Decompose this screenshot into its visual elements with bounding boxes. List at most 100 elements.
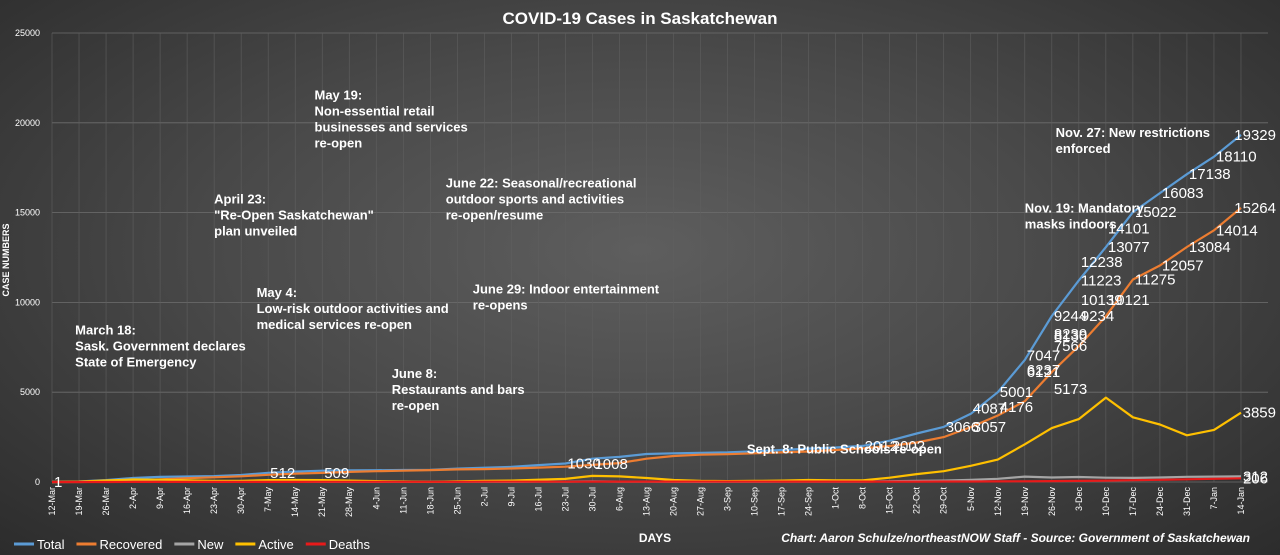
- data-label: 4087: [973, 401, 1006, 418]
- data-label: 15022: [1135, 204, 1177, 221]
- data-label: 5001: [1000, 384, 1033, 401]
- data-label: 11275: [1135, 272, 1176, 289]
- gridlines: [51, 32, 1268, 483]
- x-tick-label: 18-Jun: [425, 487, 435, 515]
- annotation-line: Nov. 19: Mandatory: [1025, 201, 1145, 216]
- data-label: 12238: [1081, 254, 1123, 271]
- x-tick-label: 17-Sep: [777, 487, 787, 516]
- data-label: 4176: [1000, 399, 1033, 416]
- y-tick-label: 20000: [15, 118, 40, 128]
- data-label: 13084: [1189, 239, 1231, 256]
- data-label: 15264: [1234, 200, 1276, 217]
- x-tick-label: 14-Jan: [1236, 487, 1246, 515]
- data-label: 2012: [865, 438, 898, 455]
- x-tick-label: 27-Aug: [696, 487, 706, 516]
- data-label: 8239: [1054, 326, 1087, 343]
- annotation-line: June 29: Indoor entertainment: [473, 281, 660, 296]
- series-line-total: [51, 134, 1242, 484]
- data-label: 7566: [1054, 338, 1087, 355]
- data-label: 206: [1243, 470, 1268, 487]
- x-tick-label: 30-Apr: [236, 487, 246, 514]
- x-tick-label: 7-May: [263, 487, 273, 513]
- annotation-line: re-open: [392, 398, 440, 413]
- event-annotation: April 23:"Re-Open Saskatchewan"plan unve…: [214, 192, 374, 239]
- data-label: 8130: [1054, 328, 1087, 345]
- annotation-line: outdoor sports and activities: [446, 191, 624, 206]
- data-label: 14101: [1108, 221, 1150, 238]
- data-label: 3859: [1243, 405, 1276, 422]
- x-tick-label: 19-Mar: [74, 487, 84, 516]
- data-label: 16083: [1162, 185, 1204, 202]
- x-tick-label: 25-Jun: [452, 487, 462, 515]
- annotation-line: "Re-Open Saskatchewan": [214, 208, 374, 223]
- annotation-line: Low-risk outdoor activities and: [257, 301, 449, 316]
- data-label: 1008: [594, 456, 627, 473]
- chart-credit: Chart: Aaron Schulze/northeastNOW Staff …: [781, 531, 1250, 545]
- x-tick-label: 6-Aug: [614, 487, 624, 511]
- y-axis-ticks: 0 5000 10000 15000 20000 25000: [15, 28, 40, 487]
- x-tick-label: 21-May: [317, 487, 327, 518]
- data-label: 512: [270, 465, 295, 482]
- data-label: 7047: [1027, 347, 1060, 364]
- legend: Total Recovered New Active Deaths: [14, 537, 370, 552]
- event-annotations: March 18:Sask. Government declaresState …: [75, 87, 1210, 456]
- x-tick-label: 3-Sep: [723, 487, 733, 511]
- x-tick-label: 29-Oct: [939, 487, 949, 515]
- annotation-line: Sask. Government declares: [75, 339, 246, 354]
- chart-title: COVID-19 Cases in Saskatchewan: [503, 9, 778, 28]
- annotation-line: Sept. 8: Public Schools re-open: [747, 441, 942, 456]
- series-line-deaths: [52, 477, 1242, 484]
- event-annotation: March 18:Sask. Government declaresState …: [75, 323, 246, 370]
- x-tick-label: 2-Jul: [479, 487, 489, 507]
- annotation-line: May 19:: [315, 87, 363, 102]
- data-label: 3057: [973, 419, 1006, 436]
- x-tick-label: 22-Oct: [912, 487, 922, 515]
- x-tick-label: 10-Dec: [1101, 487, 1111, 517]
- legend-entry: Recovered: [99, 537, 162, 552]
- event-annotation: Sept. 8: Public Schools re-open: [747, 441, 942, 456]
- x-tick-label: 9-Jul: [506, 487, 516, 507]
- x-tick-label: 12-Nov: [993, 487, 1003, 517]
- x-tick-label: 23-Jul: [560, 487, 570, 512]
- legend-entry: Active: [258, 537, 293, 552]
- x-tick-label: 19-Nov: [1020, 487, 1030, 517]
- x-tick-label: 20-Aug: [669, 487, 679, 516]
- annotation-line: March 18:: [75, 323, 136, 338]
- annotation-line: enforced: [1056, 141, 1111, 156]
- data-label: 12057: [1162, 257, 1204, 274]
- data-label: 11223: [1081, 272, 1122, 289]
- legend-entry: Deaths: [329, 537, 371, 552]
- data-label: 6121: [1027, 364, 1060, 381]
- y-axis-label: CASE NUMBERS: [1, 223, 11, 296]
- x-tick-label: 5-Nov: [966, 487, 976, 512]
- data-label: 2002: [892, 438, 925, 455]
- x-tick-label: 3-Dec: [1074, 487, 1084, 512]
- data-label: 1030: [567, 456, 600, 473]
- data-label: 13077: [1108, 239, 1150, 256]
- annotation-line: State of Emergency: [75, 355, 197, 370]
- data-label: 1: [54, 474, 62, 491]
- x-tick-label: 8-Oct: [858, 487, 868, 510]
- x-tick-label: 26-Mar: [101, 487, 111, 516]
- x-tick-label: 10-Sep: [750, 487, 760, 516]
- data-label: 3066: [946, 419, 979, 436]
- x-tick-label: 9-Apr: [155, 487, 165, 509]
- data-label: 17138: [1189, 166, 1231, 183]
- annotation-line: masks indoors: [1025, 217, 1117, 232]
- x-tick-label: 30-Jul: [587, 487, 597, 512]
- annotation-line: re-opens: [473, 297, 528, 312]
- x-tick-label: 12-Mar: [47, 487, 57, 516]
- x-axis-ticks: 12-Mar 19-Mar 26-Mar 2-Apr 9-Apr 16-Apr 23-Apr…: [47, 487, 1246, 518]
- y-tick-label: 15000: [15, 208, 40, 218]
- data-label: 10121: [1108, 292, 1150, 309]
- x-tick-label: 11-Jun: [398, 487, 408, 514]
- x-tick-label: 28-May: [344, 487, 354, 518]
- event-annotation: May 4:Low-risk outdoor activities andmed…: [257, 285, 449, 332]
- x-tick-label: 17-Dec: [1128, 487, 1138, 517]
- y-tick-label: 10000: [15, 297, 40, 307]
- x-tick-label: 1-Oct: [831, 487, 841, 510]
